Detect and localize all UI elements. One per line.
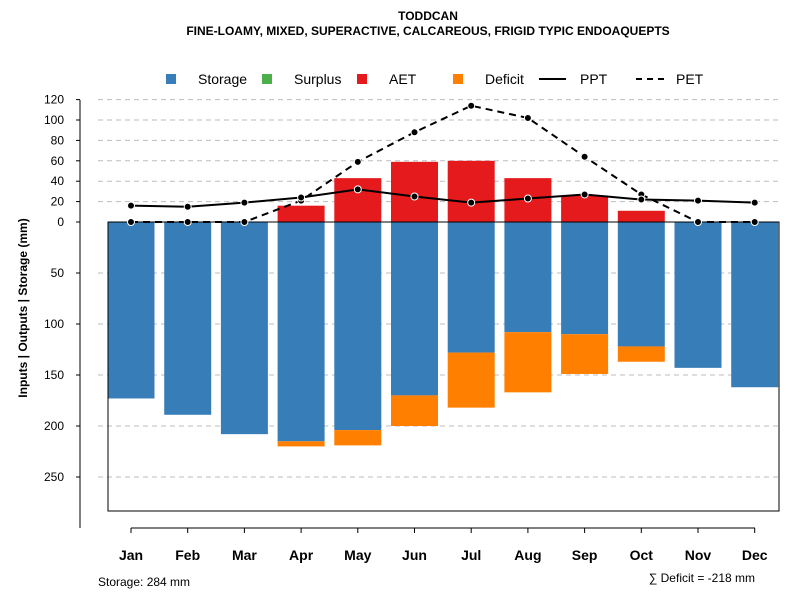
- storage-bar-oct: [617, 222, 665, 347]
- pet-point: [183, 218, 192, 226]
- aet-bar-jun: [391, 161, 438, 222]
- x-tick-label-feb: Feb: [175, 547, 200, 563]
- deficit-bar-oct: [617, 346, 665, 362]
- x-tick-label-mar: Mar: [232, 547, 257, 563]
- legend-label-pet: PET: [676, 71, 704, 87]
- x-tick-label-jun: Jun: [402, 547, 427, 563]
- ppt-point: [750, 198, 759, 207]
- x-axis: Jan Feb Mar Apr May Jun Jul Aug Sep Oct Nov Dec: [119, 527, 768, 563]
- y-tick-label: 40: [51, 174, 65, 188]
- ppt-point: [523, 194, 532, 203]
- pet-point: [750, 218, 759, 226]
- chart-title: TODDCAN: [398, 9, 458, 23]
- y-tick-label: 200: [44, 419, 64, 433]
- legend-label-deficit: Deficit: [485, 71, 524, 87]
- pet-point: [580, 152, 589, 161]
- x-tick-label-jan: Jan: [119, 547, 143, 563]
- legend-label-surplus: Surplus: [294, 71, 341, 87]
- ppt-point: [694, 196, 702, 205]
- deficit-total: ∑ Deficit = -218 mm: [649, 571, 755, 585]
- y-tick-label: 0: [57, 215, 64, 229]
- y-tick-label: 100: [44, 317, 64, 331]
- pet-point: [410, 128, 419, 137]
- aet-bar-sep: [561, 195, 609, 222]
- pet-point: [467, 101, 476, 110]
- x-tick-label-may: May: [344, 547, 371, 563]
- aet-bar-may: [334, 178, 382, 222]
- x-tick-label-dec: Dec: [742, 547, 768, 563]
- chart-subtitle: FINE-LOAMY, MIXED, SUPERACTIVE, CALCAREO…: [186, 24, 669, 38]
- y-tick-label: 250: [44, 470, 64, 484]
- y-axis: 0 20 40 60 80 100 120 50 100 150 200 250: [44, 93, 81, 528]
- legend-swatch-deficit: [453, 74, 463, 84]
- ppt-point: [467, 198, 476, 207]
- aet-bar-apr: [277, 205, 325, 222]
- y-tick-label: 20: [51, 195, 65, 209]
- storage-bar-aug: [504, 222, 552, 333]
- storage-bar-jun: [391, 222, 438, 396]
- x-tick-label-oct: Oct: [630, 547, 654, 563]
- legend-swatch-surplus: [262, 74, 272, 84]
- deficit-bar-may: [334, 430, 382, 446]
- pet-line: [131, 104, 755, 223]
- deficit-bar-apr: [277, 441, 325, 447]
- deficit-bar-sep: [561, 334, 609, 374]
- y-axis-label: Inputs | Outputs | Storage (mm): [16, 218, 30, 397]
- pet-point: [353, 157, 362, 166]
- aet-bar-jul: [447, 160, 495, 222]
- pet-point: [523, 113, 532, 122]
- y-tick-label: 60: [51, 154, 65, 168]
- legend-label-aet: AET: [389, 71, 417, 87]
- legend-label-storage: Storage: [198, 71, 247, 87]
- aet-bar-oct: [617, 210, 665, 222]
- deficit-bar-jun: [391, 395, 438, 426]
- x-tick-label-aug: Aug: [514, 547, 541, 563]
- y-tick-label: 100: [44, 113, 64, 127]
- storage-bar-sep: [561, 222, 609, 335]
- ppt-point: [410, 192, 419, 201]
- series-lines: [127, 101, 759, 226]
- storage-bar-mar: [220, 222, 268, 435]
- ppt-point: [637, 195, 646, 204]
- ppt-point: [580, 190, 589, 199]
- y-tick-label: 150: [44, 368, 64, 382]
- pet-point: [240, 218, 249, 226]
- ppt-point: [353, 185, 362, 194]
- ppt-point: [127, 201, 135, 210]
- storage-bar-may: [334, 222, 382, 431]
- x-tick-label-nov: Nov: [685, 547, 712, 563]
- x-tick-label-apr: Apr: [289, 547, 314, 563]
- deficit-bar-aug: [504, 332, 552, 393]
- ppt-point: [297, 193, 306, 202]
- storage-bar-jul: [447, 222, 495, 353]
- y-tick-label: 50: [51, 266, 65, 280]
- legend-label-ppt: PPT: [580, 71, 608, 87]
- legend: Storage Surplus AET Deficit PPT PET: [166, 71, 704, 87]
- pet-point: [694, 218, 702, 226]
- storage-bar-nov: [674, 222, 722, 368]
- legend-swatch-storage: [166, 74, 176, 84]
- ppt-point: [183, 202, 192, 211]
- y-tick-label: 80: [51, 133, 65, 147]
- gridlines: [98, 99, 782, 478]
- storage-total: Storage: 284 mm: [98, 575, 190, 589]
- x-tick-label-jul: Jul: [461, 547, 481, 563]
- ppt-line: [130, 188, 755, 208]
- pet-point: [127, 218, 135, 226]
- storage-bar-dec: [731, 222, 779, 388]
- storage-bar-feb: [164, 222, 212, 415]
- deficit-bar-jul: [447, 352, 495, 408]
- x-tick-label-sep: Sep: [572, 547, 598, 563]
- y-tick-label: 120: [44, 93, 64, 107]
- ppt-point: [240, 198, 249, 207]
- storage-bar-jan: [107, 222, 155, 399]
- storage-bar-apr: [277, 222, 325, 442]
- bars: [107, 160, 779, 447]
- legend-swatch-aet: [357, 74, 367, 84]
